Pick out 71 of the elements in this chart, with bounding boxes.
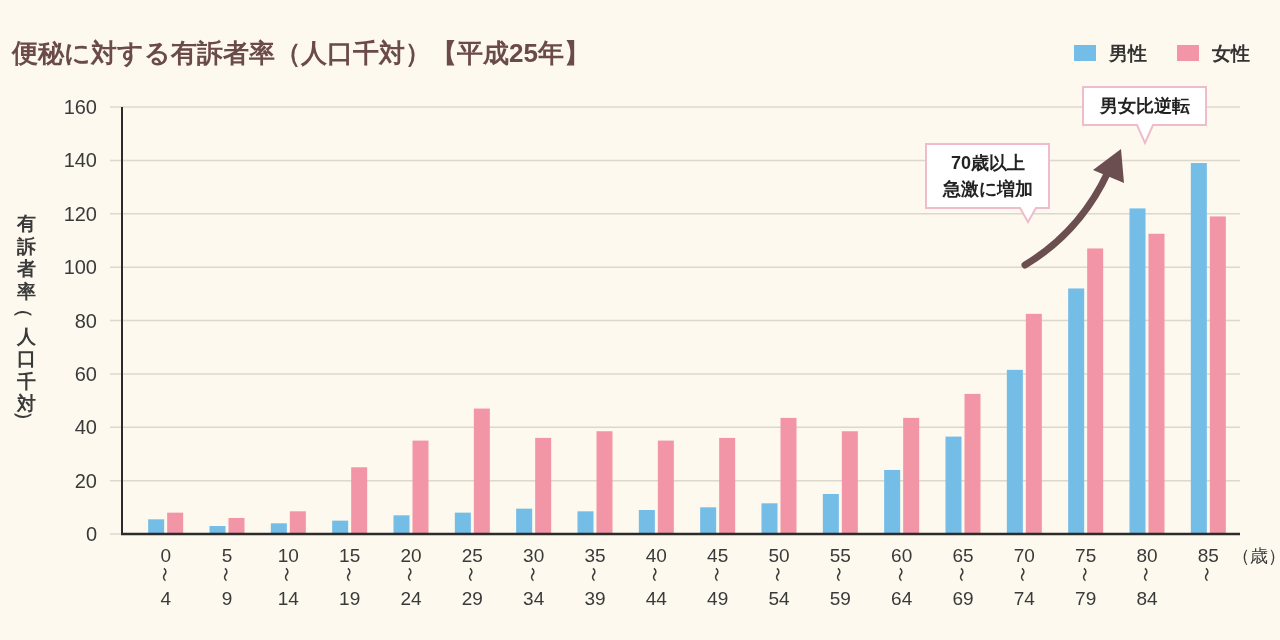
x-tick-label: 50 〜 54 — [768, 545, 790, 609]
bar — [289, 511, 306, 534]
bar — [700, 507, 717, 534]
annotation: 70歳以上急激に増加 — [925, 143, 1050, 224]
x-tick-label: 80 〜 84 — [1136, 545, 1158, 609]
bar — [884, 469, 901, 534]
bar — [1087, 248, 1104, 534]
bar — [228, 517, 245, 534]
y-tick-label: 100 — [63, 256, 97, 279]
x-tick-label: 35 〜 39 — [584, 545, 606, 609]
annotation: 男女比逆転 — [1082, 86, 1207, 146]
bar — [516, 508, 533, 534]
x-tick-label: 45 〜 49 — [707, 545, 729, 609]
x-tick-label: 10 〜 14 — [277, 545, 300, 609]
y-tick-label: 40 — [74, 416, 97, 439]
bar — [1129, 208, 1146, 534]
bar — [1209, 216, 1226, 534]
bar — [454, 512, 471, 534]
bar — [596, 431, 613, 534]
y-tick-label: 60 — [74, 362, 97, 385]
bar — [1190, 163, 1207, 534]
bar — [167, 512, 184, 534]
y-tick-label: 80 — [74, 309, 97, 332]
bar — [1148, 233, 1165, 534]
bar — [780, 417, 797, 534]
bar — [148, 519, 165, 534]
bar — [412, 440, 429, 534]
y-tick-label: 120 — [63, 202, 97, 225]
x-tick-label: 30 〜 34 — [523, 545, 545, 609]
y-tick-label: 0 — [85, 523, 97, 545]
bar — [761, 503, 778, 534]
y-tick-label: 20 — [74, 469, 97, 492]
x-tick-label: 0 〜 4 — [155, 545, 173, 609]
bar — [841, 431, 858, 534]
bar — [270, 523, 287, 534]
x-tick-label: 55 〜 59 — [829, 545, 851, 609]
x-tick-label: 15 〜 19 — [339, 545, 361, 609]
bar — [638, 509, 655, 534]
x-tick-label: 60 〜 64 — [891, 545, 913, 609]
x-tick-label: 75 〜 79 — [1075, 545, 1097, 609]
x-tick-label: 85 〜 — [1197, 545, 1219, 582]
bar — [719, 437, 736, 534]
legend-label: 男性 — [1108, 43, 1147, 64]
text: 有訴者率（人口千対） — [14, 213, 36, 431]
x-tick-label: 70 〜 74 — [1013, 545, 1036, 609]
annotation: 男女比逆転 — [1099, 96, 1190, 116]
bar — [473, 408, 490, 534]
bar — [535, 437, 552, 534]
bar — [577, 511, 594, 534]
x-tick-label: 5 〜 9 — [217, 545, 234, 609]
bar — [903, 417, 920, 534]
annotation: 70歳以上急激に増加 — [942, 153, 1033, 199]
x-tick-label: 40 〜 44 — [645, 545, 668, 609]
x-axis-title: （歳） — [1232, 546, 1280, 566]
bar — [1006, 369, 1023, 534]
bar — [657, 440, 674, 534]
x-tick-label: 20 〜 24 — [400, 545, 422, 609]
bar — [964, 393, 981, 534]
x-tick-label: 25 〜 29 — [461, 545, 483, 609]
bar — [1068, 288, 1085, 534]
bar — [393, 515, 410, 534]
legend-label: 女性 — [1211, 43, 1250, 64]
y-tick-label: 160 — [63, 96, 97, 118]
y-tick-label: 140 — [63, 149, 97, 172]
bar — [332, 520, 349, 534]
bar — [1025, 313, 1042, 534]
x-tick-label: 65 〜 69 — [952, 545, 974, 609]
bar — [822, 493, 839, 534]
chart-title: 便秘に対する有訴者率（人口千対）【平成25年】 — [11, 38, 590, 68]
bar — [945, 436, 962, 534]
bar — [351, 467, 368, 534]
